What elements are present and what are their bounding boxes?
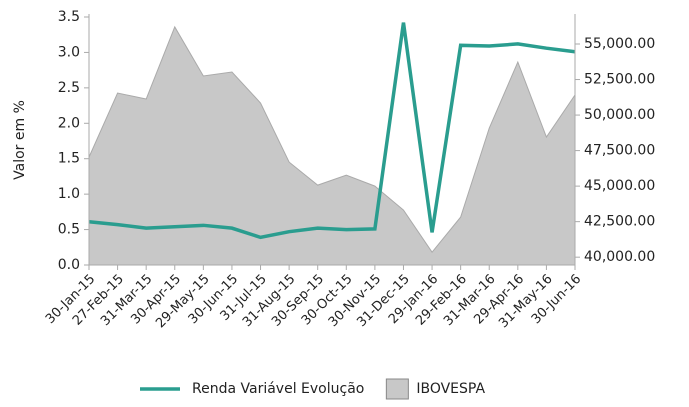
y2-tick-label: 40,000.00 [584, 249, 655, 265]
y-tick-label: 3.0 [58, 44, 80, 60]
y2-tick-label: 52,500.00 [584, 72, 655, 88]
y-tick-label: 1.5 [58, 151, 80, 167]
line [88, 22, 576, 240]
area [88, 25, 576, 266]
y-tick-label: 0.5 [58, 222, 80, 238]
y-axis-label: Valor em % [12, 100, 28, 180]
y-tick-label: 2.0 [58, 115, 80, 131]
y2-tick-label: 47,500.00 [584, 143, 655, 159]
y-tick-label: 2.5 [58, 80, 80, 96]
y2-tick-label: 50,000.00 [584, 107, 655, 123]
y2-tick-label: 45,000.00 [584, 178, 655, 194]
legend-label: Renda Variável Evolução [192, 381, 364, 397]
legend-swatch [385, 378, 409, 400]
y2-tick-label: 55,000.00 [584, 36, 655, 52]
y-tick-label: 0.0 [58, 257, 80, 273]
y-tick-label: 1.0 [58, 186, 80, 202]
legend-label: IBOVESPA [416, 381, 485, 397]
y2-tick-label: 42,500.00 [584, 214, 655, 230]
y-tick-label: 3.5 [58, 9, 80, 25]
